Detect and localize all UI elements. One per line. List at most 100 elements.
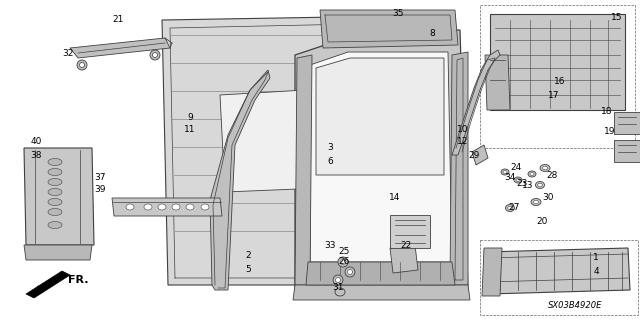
Text: 33: 33 [324, 241, 336, 250]
Ellipse shape [335, 288, 345, 296]
Polygon shape [490, 14, 625, 110]
Text: 3: 3 [327, 144, 333, 152]
Text: 25: 25 [339, 248, 349, 256]
Ellipse shape [48, 221, 62, 228]
Ellipse shape [48, 168, 62, 175]
Text: 19: 19 [604, 128, 616, 137]
Polygon shape [320, 10, 458, 48]
Text: 34: 34 [504, 173, 516, 182]
Polygon shape [306, 262, 455, 285]
Ellipse shape [144, 204, 152, 210]
Ellipse shape [158, 204, 166, 210]
Circle shape [152, 53, 157, 57]
Text: 17: 17 [548, 92, 560, 100]
Text: 12: 12 [458, 137, 468, 146]
Ellipse shape [506, 204, 515, 211]
Polygon shape [112, 198, 222, 216]
Text: 31: 31 [332, 284, 344, 293]
Polygon shape [24, 148, 94, 245]
Polygon shape [485, 248, 630, 294]
Polygon shape [472, 145, 488, 165]
Circle shape [77, 60, 87, 70]
Text: SX03B4920E: SX03B4920E [548, 301, 602, 310]
Polygon shape [482, 248, 502, 296]
Polygon shape [162, 15, 460, 285]
Text: 5: 5 [245, 265, 251, 275]
Text: 32: 32 [62, 49, 74, 58]
Polygon shape [26, 271, 70, 298]
Polygon shape [210, 70, 270, 290]
Polygon shape [450, 52, 468, 285]
Text: 28: 28 [547, 170, 557, 180]
Polygon shape [295, 55, 312, 285]
Text: 39: 39 [94, 186, 106, 195]
Polygon shape [614, 112, 640, 134]
Text: 11: 11 [184, 125, 196, 135]
Text: 20: 20 [536, 218, 548, 226]
Ellipse shape [48, 189, 62, 196]
Text: 4: 4 [593, 268, 599, 277]
Ellipse shape [48, 198, 62, 205]
Polygon shape [452, 50, 500, 155]
Text: 18: 18 [601, 108, 612, 116]
Circle shape [150, 50, 160, 60]
Polygon shape [293, 285, 470, 300]
Text: 35: 35 [392, 10, 404, 19]
Circle shape [335, 278, 340, 283]
Text: 13: 13 [522, 181, 534, 189]
Text: 30: 30 [542, 194, 554, 203]
Polygon shape [295, 30, 468, 290]
Polygon shape [24, 245, 92, 260]
Text: 26: 26 [339, 257, 349, 266]
Ellipse shape [536, 182, 545, 189]
Text: 21: 21 [112, 16, 124, 25]
Polygon shape [70, 38, 170, 58]
Ellipse shape [540, 165, 550, 172]
Circle shape [338, 257, 348, 267]
Polygon shape [485, 55, 510, 110]
Ellipse shape [530, 173, 534, 175]
Text: 14: 14 [389, 194, 401, 203]
Text: 9: 9 [187, 114, 193, 122]
Ellipse shape [514, 177, 522, 183]
Text: 23: 23 [516, 180, 528, 189]
Ellipse shape [538, 183, 542, 187]
Ellipse shape [48, 159, 62, 166]
Text: 2: 2 [245, 251, 251, 261]
Polygon shape [220, 85, 395, 192]
Ellipse shape [516, 179, 520, 182]
Ellipse shape [534, 200, 538, 204]
Ellipse shape [508, 206, 512, 210]
Text: 1: 1 [593, 254, 599, 263]
Text: 24: 24 [510, 164, 522, 173]
Ellipse shape [503, 170, 507, 174]
Ellipse shape [186, 204, 194, 210]
Text: FR.: FR. [68, 275, 88, 285]
Ellipse shape [543, 166, 547, 170]
Text: 6: 6 [327, 158, 333, 167]
Circle shape [79, 63, 84, 68]
Text: 10: 10 [457, 125, 468, 135]
Ellipse shape [201, 204, 209, 210]
Ellipse shape [48, 179, 62, 186]
Polygon shape [390, 245, 418, 273]
Circle shape [345, 267, 355, 277]
Ellipse shape [531, 198, 541, 205]
Text: 27: 27 [508, 204, 520, 212]
Polygon shape [316, 58, 444, 175]
Polygon shape [390, 215, 430, 248]
Ellipse shape [172, 204, 180, 210]
Ellipse shape [126, 204, 134, 210]
Text: 37: 37 [94, 174, 106, 182]
Text: 8: 8 [429, 29, 435, 39]
Ellipse shape [528, 171, 536, 177]
Text: 15: 15 [611, 13, 623, 23]
Circle shape [333, 275, 343, 285]
Text: 16: 16 [554, 78, 566, 86]
Ellipse shape [501, 169, 509, 175]
Text: 38: 38 [30, 152, 42, 160]
Circle shape [348, 270, 353, 275]
Polygon shape [614, 140, 640, 162]
Polygon shape [310, 52, 452, 262]
Ellipse shape [48, 209, 62, 216]
